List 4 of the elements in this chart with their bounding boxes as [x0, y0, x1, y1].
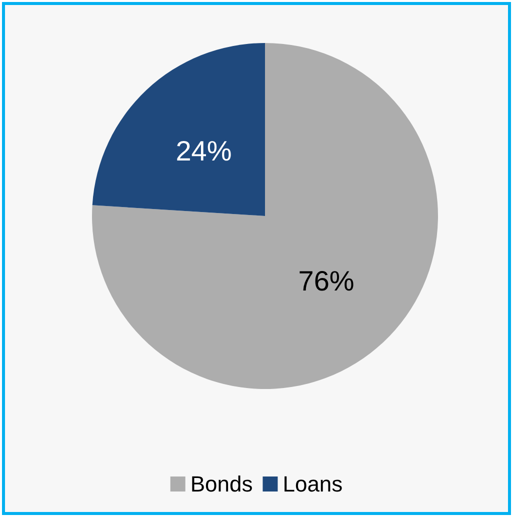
data-label: 24%	[176, 135, 232, 166]
legend-label: Loans	[282, 472, 343, 496]
legend-label: Bonds	[190, 472, 253, 496]
data-label: 76%	[298, 266, 354, 297]
